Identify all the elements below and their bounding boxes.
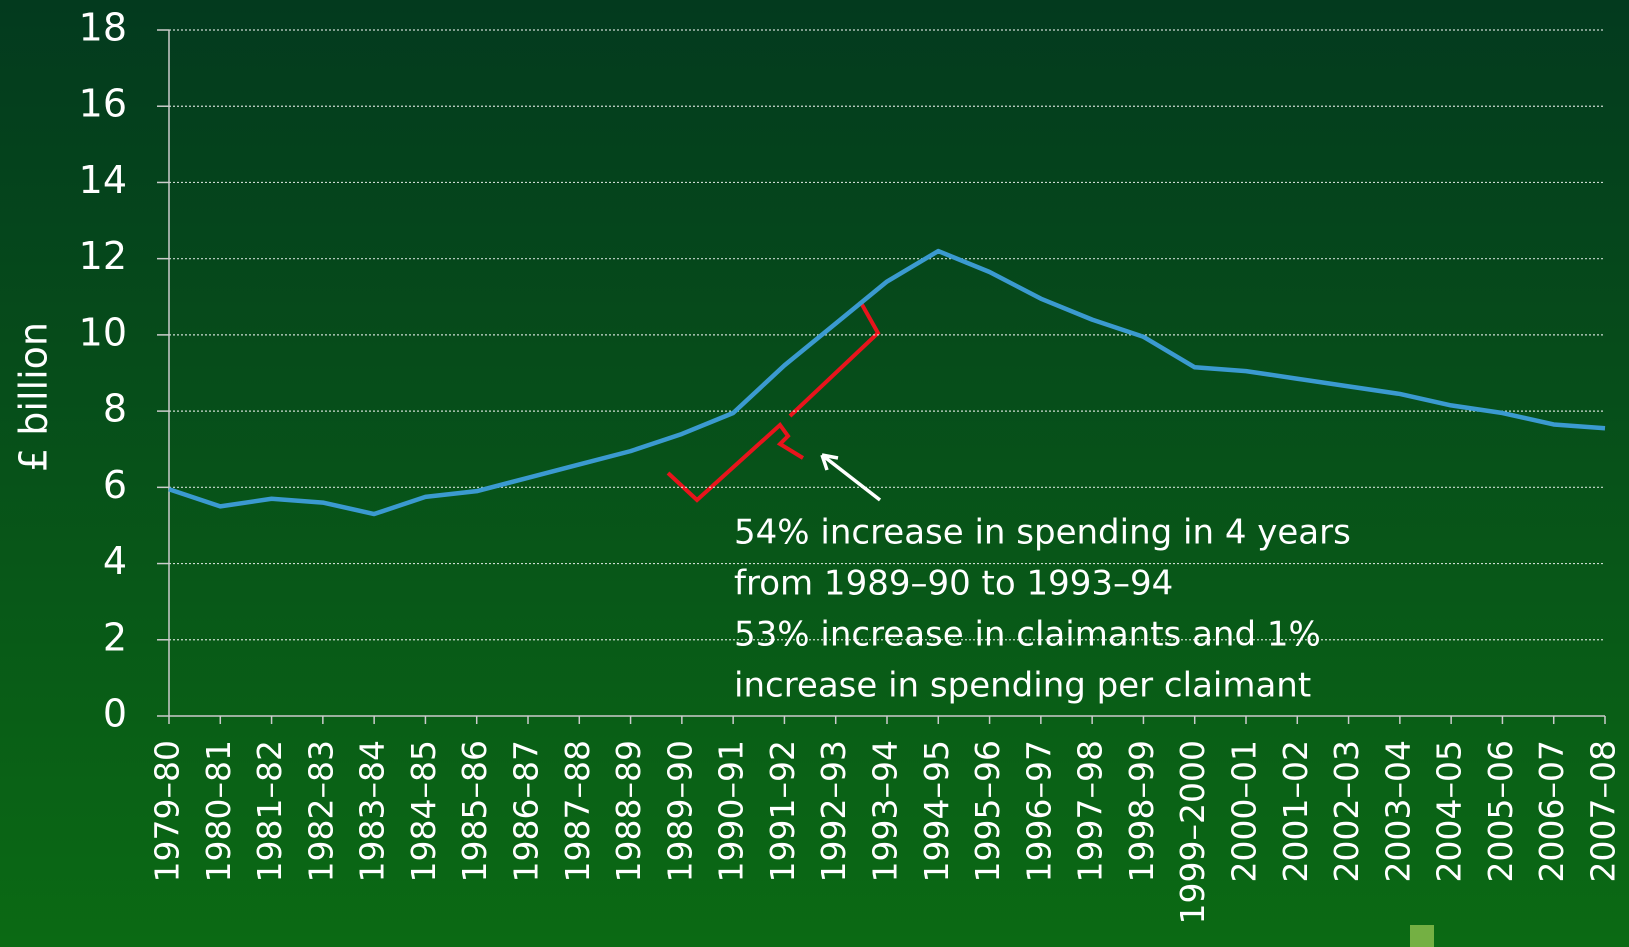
x-tick-label: 2002–03 <box>1327 740 1366 882</box>
arrow <box>820 453 882 502</box>
x-tick-label: 1992–93 <box>814 740 853 882</box>
x-tick-label: 1983–84 <box>353 740 392 882</box>
x-tick-label: 1997–98 <box>1071 740 1110 882</box>
x-tick-label: 1985–86 <box>455 740 494 882</box>
y-tick-label: 2 <box>103 615 127 659</box>
x-tick-label: 2003–04 <box>1378 740 1417 882</box>
annotation: 53% increase in claimants and 1% <box>734 615 1321 655</box>
x-tick-label: 1995–96 <box>968 740 1007 882</box>
annotation: from 1989–90 to 1993–94 <box>734 564 1173 604</box>
x-tick-label: 1980–81 <box>199 740 238 882</box>
x-tick-label: 1988–89 <box>609 740 648 882</box>
x-tick-label: 1982–83 <box>301 740 340 882</box>
line-series <box>168 248 1606 517</box>
y-tick-label: 16 <box>79 82 127 126</box>
x-tick-label: 1990–91 <box>712 740 751 882</box>
y-tick-label: 10 <box>79 310 127 354</box>
legend-swatch <box>1410 925 1434 947</box>
x-tick-label: 2007–08 <box>1584 740 1623 882</box>
x-tick-label: 1981–82 <box>250 740 289 882</box>
x-tick-label: 2006–07 <box>1532 740 1571 882</box>
x-tick-label: 1987–88 <box>558 740 597 882</box>
y-tick-label: 14 <box>79 158 127 202</box>
x-tick-label: 1979–80 <box>148 740 187 882</box>
y-tick-label: 0 <box>103 692 127 736</box>
x-tick-label: 1989–90 <box>660 740 699 882</box>
x-tick-label: 2001–02 <box>1276 740 1315 882</box>
y-tick-label: 6 <box>103 463 127 507</box>
x-tick-label: 1999–2000 <box>1173 740 1212 924</box>
x-tick-label: 1998–99 <box>1122 740 1161 882</box>
x-tick-label: 1994–95 <box>917 740 956 882</box>
x-tick-label: 2000–01 <box>1225 740 1264 882</box>
y-tick-label: 18 <box>79 6 127 50</box>
y-tick-label: 4 <box>103 539 127 583</box>
y-tick-label: 12 <box>79 234 127 278</box>
x-tick-label: 1984–85 <box>404 740 443 882</box>
y-tick-label: 8 <box>103 387 127 431</box>
bracket <box>666 422 805 503</box>
annotation: 54% increase in spending in 4 years <box>734 513 1351 553</box>
annotation: increase in spending per claimant <box>734 666 1311 706</box>
x-tick-label: 2004–05 <box>1430 740 1469 882</box>
bracket <box>788 300 881 418</box>
x-tick-label: 1996–97 <box>1019 740 1058 882</box>
x-tick-label: 1991–92 <box>763 740 802 882</box>
x-tick-label: 1986–87 <box>507 740 546 882</box>
y-axis-label: £ billion <box>12 322 56 472</box>
x-tick-label: 1993–94 <box>866 740 905 882</box>
x-tick-label: 2005–06 <box>1481 740 1520 882</box>
